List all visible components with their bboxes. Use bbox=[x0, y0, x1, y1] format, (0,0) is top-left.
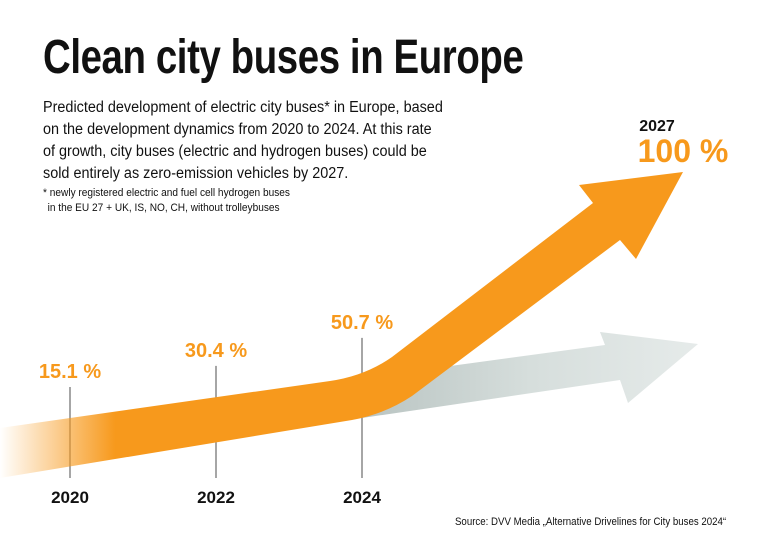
year-label-2020: 2020 bbox=[51, 488, 89, 507]
footnote-line: * newly registered electric and fuel cel… bbox=[43, 187, 290, 199]
value-label-2027: 100 % bbox=[638, 133, 729, 169]
year-label-2027: 2027 bbox=[639, 118, 675, 135]
year-label-2024: 2024 bbox=[343, 488, 381, 507]
year-label-2022: 2022 bbox=[197, 488, 235, 507]
growth-arrow-orange bbox=[0, 172, 683, 478]
footnote-line: in the EU 27 + UK, IS, NO, CH, without t… bbox=[47, 202, 280, 214]
footnote: * newly registered electric and fuel cel… bbox=[43, 186, 290, 216]
description-line: on the development dynamics from 2020 to… bbox=[43, 121, 432, 138]
page-title: Clean city buses in Europe bbox=[43, 31, 524, 84]
value-label-2022: 30.4 % bbox=[185, 340, 247, 362]
description-line: sold entirely as zero-emission vehicles … bbox=[43, 165, 349, 182]
source-note: Source: DVV Media „Alternative Driveline… bbox=[454, 516, 726, 528]
trend-arrow-grey bbox=[362, 332, 698, 418]
description-line: Predicted development of electric city b… bbox=[43, 99, 443, 116]
description-line: of growth, city buses (electric and hydr… bbox=[43, 143, 427, 160]
value-label-2020: 15.1 % bbox=[39, 361, 101, 383]
description: Predicted development of electric city b… bbox=[43, 97, 527, 185]
value-label-2024: 50.7 % bbox=[331, 312, 393, 334]
